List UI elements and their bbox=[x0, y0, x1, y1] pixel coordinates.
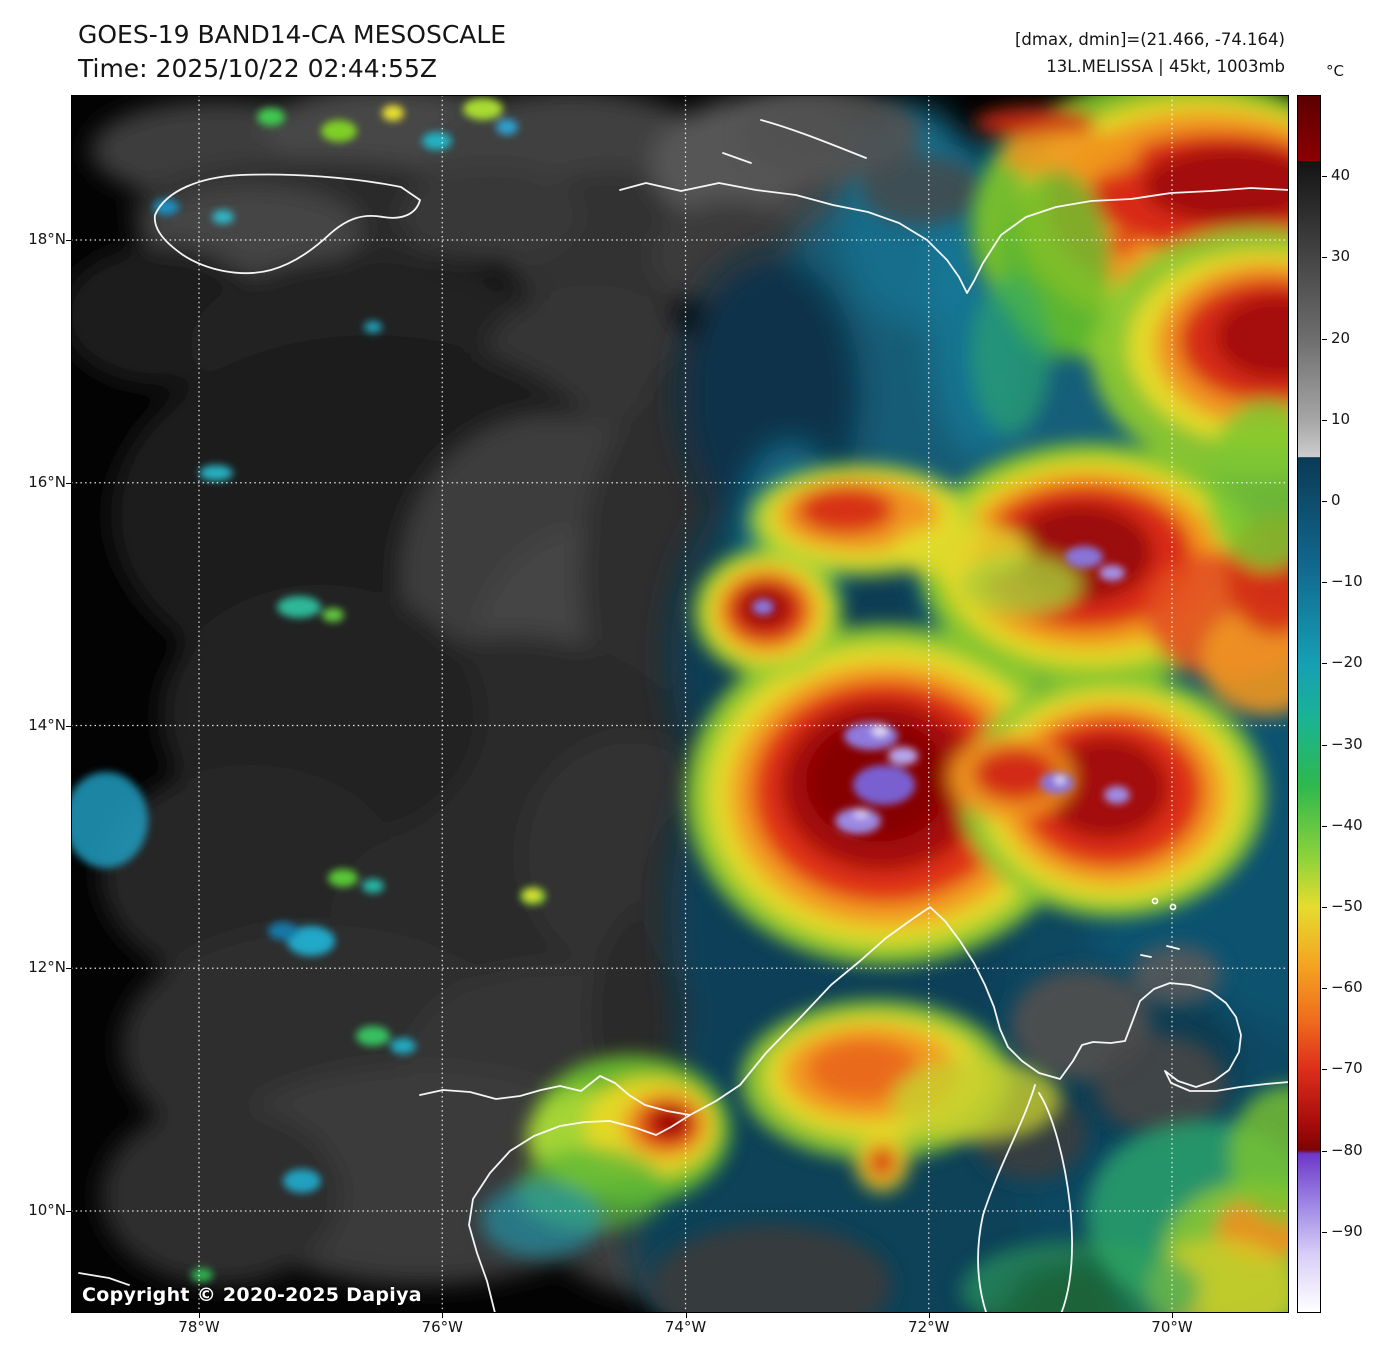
storm-intensity-label: 13L.MELISSA | 45kt, 1003mb bbox=[1046, 57, 1285, 76]
temperature-colorbar bbox=[1297, 95, 1321, 1313]
colorbar-tick-label: 40 bbox=[1331, 166, 1351, 185]
colorbar-tick-label: 30 bbox=[1331, 247, 1351, 266]
timestamp-label: Time: 2025/10/22 02:44:55Z bbox=[78, 54, 437, 83]
satellite-image-panel bbox=[71, 95, 1289, 1313]
satellite-image bbox=[71, 95, 1289, 1313]
coastline-jamaica bbox=[154, 173, 421, 275]
lat-tick-label: 14°N bbox=[28, 715, 66, 734]
colorbar-tick-label: −10 bbox=[1331, 572, 1363, 591]
colorbar-unit-label: °C bbox=[1326, 62, 1344, 80]
lon-tick-mark bbox=[685, 1313, 687, 1318]
colorbar-tick-mark bbox=[1322, 907, 1327, 908]
lat-tick-mark bbox=[66, 482, 71, 484]
colorbar-tick-label: −70 bbox=[1331, 1059, 1363, 1078]
lat-tick-mark bbox=[66, 1211, 71, 1212]
colorbar-tick-label: −80 bbox=[1331, 1140, 1363, 1159]
coastline-hispaniola bbox=[619, 182, 1289, 294]
lon-tick-label: 74°W bbox=[664, 1318, 707, 1336]
lon-tick-label: 76°W bbox=[421, 1318, 463, 1336]
lat-tick-label: 18°N bbox=[28, 230, 66, 248]
colorbar-tick-label: −60 bbox=[1331, 978, 1363, 997]
coastlines-layer bbox=[78, 119, 1289, 1313]
colorbar-tick-mark bbox=[1322, 825, 1327, 827]
lon-tick-mark bbox=[928, 1313, 930, 1318]
colorbar-tick-label: −50 bbox=[1331, 897, 1363, 915]
colorbar-tick-mark bbox=[1322, 1150, 1327, 1152]
lon-tick-label: 72°W bbox=[908, 1318, 950, 1336]
colorbar-tick-label: 20 bbox=[1331, 328, 1351, 347]
colorbar-tick-mark bbox=[1322, 419, 1327, 421]
page-title: GOES-19 BAND14-CA MESOSCALE bbox=[78, 20, 507, 49]
graticule-layer bbox=[71, 95, 1289, 1313]
colorbar-tick-mark bbox=[1322, 988, 1327, 990]
colorbar-tick-label: 0 bbox=[1331, 491, 1341, 509]
lat-tick-label: 16°N bbox=[28, 472, 66, 491]
colorbar-tick-labels: 40 30 20 10 0 −10 −20 −30 −40 −50 −60 −70 −80 −90 bbox=[1322, 95, 1382, 1313]
lon-tick-mark bbox=[1172, 1313, 1173, 1318]
lon-tick-label: 78°W bbox=[178, 1318, 220, 1336]
colorbar-tick-mark bbox=[1322, 663, 1327, 665]
colorbar-tick-label: −90 bbox=[1331, 1221, 1363, 1240]
colorbar-tick-mark bbox=[1322, 1231, 1327, 1233]
lat-tick-label: 10°N bbox=[28, 1201, 66, 1219]
coastline-south-america bbox=[419, 906, 1289, 1116]
colorbar-tick-mark bbox=[1322, 1069, 1327, 1071]
lon-tick-mark bbox=[199, 1313, 200, 1318]
colorbar-tick-mark bbox=[1322, 338, 1327, 340]
lon-tick-mark bbox=[442, 1313, 444, 1318]
colorbar-tick-label: −40 bbox=[1331, 815, 1363, 834]
latitude-axis: 18°N 16°N 14°N 12°N 10°N bbox=[0, 95, 71, 1313]
colorbar-tick-mark bbox=[1322, 257, 1327, 259]
storm-info-block: [dmax, dmin]=(21.466, -74.164) 13L.MELIS… bbox=[1015, 26, 1285, 80]
gray-over-blue-layer bbox=[651, 95, 1226, 1313]
lat-tick-label: 12°N bbox=[28, 958, 66, 977]
dmax-dmin-label: [dmax, dmin]=(21.466, -74.164) bbox=[1015, 30, 1285, 49]
lat-tick-mark bbox=[66, 240, 71, 241]
copyright-watermark: Copyright © 2020-2025 Dapiya bbox=[82, 1284, 422, 1306]
colorbar-tick-mark bbox=[1322, 744, 1327, 746]
lat-tick-mark bbox=[66, 725, 71, 727]
colorbar-tick-label: 10 bbox=[1331, 409, 1351, 428]
longitude-axis: 78°W 76°W 74°W 72°W 70°W bbox=[71, 1313, 1289, 1348]
coastline-lake-maracaibo bbox=[977, 1084, 1073, 1313]
colorbar-tick-mark bbox=[1322, 501, 1327, 502]
colorbar-tick-label: −30 bbox=[1331, 734, 1363, 753]
colorbar-tick-label: −20 bbox=[1331, 653, 1363, 672]
lon-tick-label: 70°W bbox=[1151, 1318, 1193, 1336]
cold-tops-layer bbox=[71, 98, 1130, 1282]
colorbar-tick-mark bbox=[1322, 176, 1327, 178]
lat-tick-mark bbox=[66, 968, 71, 970]
colorbar-tick-mark bbox=[1322, 582, 1327, 584]
